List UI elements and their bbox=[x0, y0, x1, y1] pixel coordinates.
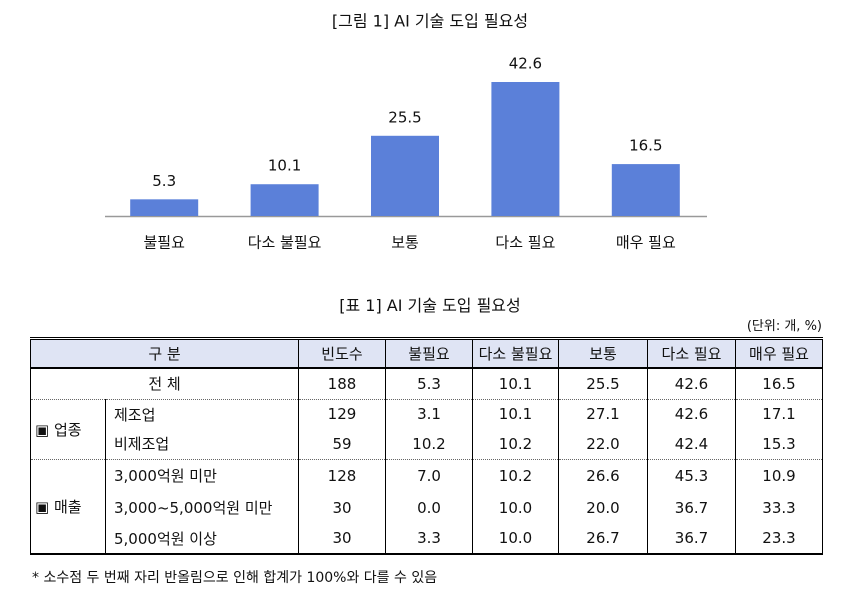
row-label: 전 체 bbox=[30, 368, 299, 399]
cell: 42.6 bbox=[647, 398, 736, 429]
cell: 10.9 bbox=[735, 458, 823, 492]
cell: 10.2 bbox=[472, 429, 559, 459]
cell: 42.4 bbox=[647, 429, 736, 459]
cell: 15.3 bbox=[735, 429, 823, 459]
cell: 0.0 bbox=[385, 492, 473, 523]
cell: 128 bbox=[298, 458, 386, 492]
bar bbox=[491, 82, 560, 216]
table-row: ▣ 업종 제조업 129 3.1 10.1 27.1 42.6 17.1 bbox=[30, 398, 823, 459]
value-label: 42.6 bbox=[509, 55, 542, 73]
table-unit: (단위: 개, %) bbox=[746, 319, 822, 334]
table-row: 3,000~5,000억원 미만 30 0.0 10.0 20.0 36.7 33.3 bbox=[31, 492, 823, 523]
cell: 36.7 bbox=[647, 492, 736, 523]
value-label: 25.5 bbox=[388, 108, 421, 126]
row-label: 제조업 bbox=[105, 398, 299, 429]
table-title: [표 1] AI 기술 도입 필요성 bbox=[339, 296, 521, 315]
table-row: 전 체 188 5.3 10.1 25.5 42.6 16.5 bbox=[30, 368, 823, 399]
cell: 3.3 bbox=[385, 523, 473, 555]
header-cell: 매우 필요 bbox=[735, 337, 823, 369]
cell: 22.0 bbox=[558, 429, 648, 459]
cell: 26.7 bbox=[558, 523, 648, 555]
cell: 17.1 bbox=[735, 398, 823, 429]
header-cell: 빈도수 bbox=[298, 337, 386, 369]
cell: 36.7 bbox=[647, 523, 736, 555]
x-tick-label: 다소 필요 bbox=[495, 234, 555, 252]
row-label: 5,000억원 이상 bbox=[105, 523, 299, 555]
header-cell: 구 분 bbox=[30, 337, 299, 369]
cell: 188 bbox=[298, 368, 386, 399]
bar bbox=[130, 199, 199, 216]
bar bbox=[250, 184, 319, 216]
header-cell: 다소 필요 bbox=[647, 337, 736, 369]
group-label: ▣ 매출 bbox=[30, 458, 106, 555]
value-label: 5.3 bbox=[152, 172, 176, 190]
chart: [그림 1] AI 기술 도입 필요성 5.3 불필요 10.1 다소 불필요 25.5… bbox=[105, 12, 707, 252]
cell: 10.2 bbox=[385, 429, 473, 459]
table: 구 분 빈도수 불필요 다소 불필요 보통 다소 필요 매우 필요 전 체 188 5.3 10.1… bbox=[30, 337, 823, 555]
table-row: 5,000억원 이상 30 3.3 10.0 26.7 36.7 23.3 bbox=[31, 523, 823, 555]
x-tick-label: 다소 불필요 bbox=[248, 234, 322, 252]
cell: 20.0 bbox=[558, 492, 648, 523]
x-tick-label: 매우 필요 bbox=[616, 234, 676, 252]
group-label: ▣ 업종 bbox=[30, 398, 106, 459]
cell: 45.3 bbox=[647, 458, 736, 492]
cell: 10.0 bbox=[472, 492, 559, 523]
cell: 27.1 bbox=[558, 398, 648, 429]
table-row: 구 분 빈도수 불필요 다소 불필요 보통 다소 필요 매우 필요 bbox=[30, 337, 823, 369]
cell: 129 bbox=[298, 398, 386, 429]
cell: 7.0 bbox=[385, 458, 473, 492]
cell: 10.1 bbox=[472, 398, 559, 429]
header-cell: 다소 불필요 bbox=[472, 337, 559, 369]
value-label: 10.1 bbox=[268, 157, 301, 175]
value-label: 16.5 bbox=[629, 137, 662, 155]
row-label: 3,000억원 미만 bbox=[105, 458, 299, 492]
cell: 30 bbox=[298, 492, 386, 523]
cell: 10.0 bbox=[472, 523, 559, 555]
row-label: 비제조업 bbox=[105, 429, 299, 459]
cell: 16.5 bbox=[735, 368, 823, 399]
cell: 26.6 bbox=[558, 458, 648, 492]
cell: 42.6 bbox=[647, 368, 736, 399]
table-row: ▣ 매출 3,000억원 미만 128 7.0 10.2 26.6 45.3 10.9 bbox=[30, 458, 823, 555]
bar bbox=[371, 135, 439, 216]
cell: 23.3 bbox=[735, 523, 823, 555]
cell: 25.5 bbox=[558, 368, 648, 399]
footnote: * 소수점 두 번째 자리 반올림으로 인해 합계가 100%와 다를 수 있음 bbox=[32, 570, 438, 586]
x-tick-label: 불필요 bbox=[143, 234, 185, 252]
cell: 10.2 bbox=[472, 458, 559, 492]
bar bbox=[611, 164, 680, 216]
cell: 59 bbox=[298, 429, 386, 459]
x-tick-label: 보통 bbox=[391, 234, 419, 252]
cell: 3.1 bbox=[385, 398, 473, 429]
cell: 10.1 bbox=[472, 368, 559, 399]
cell: 5.3 bbox=[385, 368, 473, 399]
cell: 33.3 bbox=[735, 492, 823, 523]
cell: 30 bbox=[298, 523, 386, 555]
header-cell: 불필요 bbox=[385, 337, 473, 369]
chart-title: [그림 1] AI 기술 도입 필요성 bbox=[332, 12, 528, 31]
row-label: 3,000~5,000억원 미만 bbox=[105, 492, 299, 523]
header-cell: 보통 bbox=[558, 337, 648, 369]
table-row: 비제조업 59 10.2 10.2 22.0 42.4 15.3 bbox=[31, 429, 823, 459]
